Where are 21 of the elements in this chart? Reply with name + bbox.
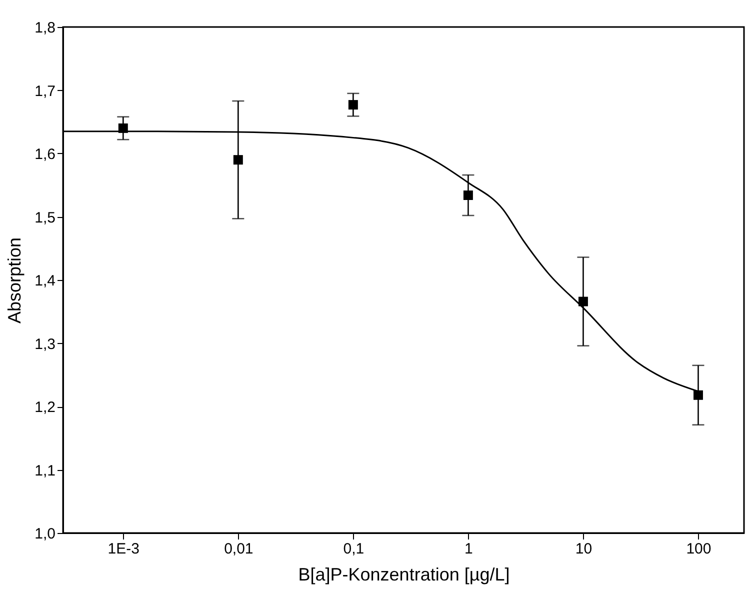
y-tick-label: 1,2 — [34, 399, 56, 416]
y-tick-label: 1,7 — [34, 82, 56, 100]
point — [233, 155, 243, 165]
y-tick-label: 1,1 — [34, 462, 56, 480]
y-tick-label: 1,6 — [34, 146, 56, 163]
x-tick-label: 100 — [686, 540, 712, 558]
y-tick-label: 1,4 — [34, 272, 56, 290]
x-tick-label: 0,1 — [343, 540, 364, 558]
y-tick-label: 1,5 — [34, 209, 56, 226]
y-tick-label: 1,0 — [34, 526, 56, 542]
point — [693, 390, 703, 400]
x-axis-title: B[a]P-Konzentration [µg/L] — [298, 564, 510, 584]
point — [463, 190, 473, 200]
point — [348, 100, 358, 110]
y-tick-label: 1,8 — [34, 20, 56, 36]
y-tick-label: 1,3 — [34, 336, 56, 353]
x-tick-label: 1E-3 — [108, 540, 140, 558]
x-tick-label: 1 — [464, 540, 473, 558]
x-tick-label: 10 — [575, 540, 592, 558]
x-tick-label: 0,01 — [224, 540, 254, 558]
y-axis-title: Absorption — [4, 237, 25, 324]
